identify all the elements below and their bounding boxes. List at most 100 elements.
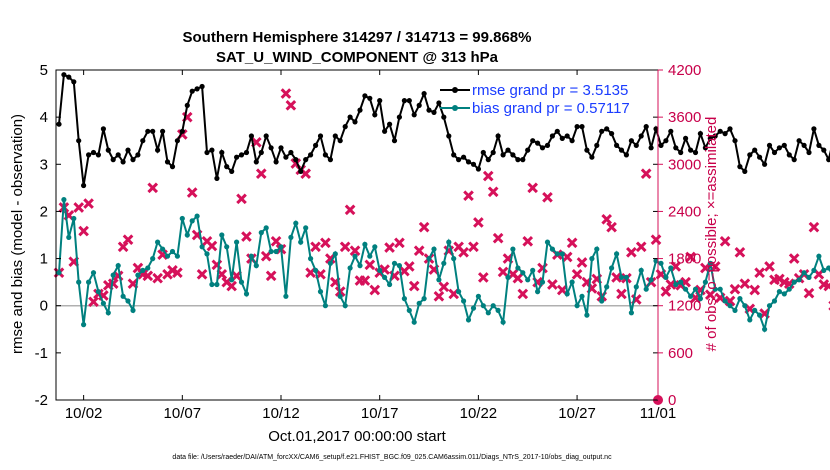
bias-point (298, 239, 304, 245)
bias-point (702, 279, 709, 285)
rmse-point (145, 128, 151, 134)
obs-assimilated-marker (265, 270, 277, 282)
bias-point (539, 279, 546, 285)
bias-point (776, 289, 783, 295)
y-tick-label: 0 (40, 298, 48, 315)
rmse-point (426, 107, 432, 113)
bias-point (100, 300, 106, 306)
obs-assimilated-marker (300, 168, 312, 180)
bias-point (544, 239, 551, 245)
rmse-point (732, 138, 738, 144)
plot-area (53, 72, 830, 405)
bias-point (441, 260, 447, 266)
bias-point (90, 270, 97, 276)
obs-assimilated-marker (719, 235, 731, 247)
bias-point (475, 293, 481, 299)
x-axis-label: Oct.01,2017 00:00:00 start (268, 428, 446, 445)
obs-assimilated-marker (448, 288, 460, 300)
rmse-point (66, 74, 72, 80)
bias-point (253, 263, 259, 269)
y-axis-label: rmse and bias (model - observation) (9, 114, 26, 354)
bias-point (322, 303, 328, 309)
rmse-point (293, 157, 299, 163)
rmse-point (781, 142, 787, 148)
rmse-point (668, 128, 674, 134)
x-tick-label: 10/22 (460, 405, 498, 422)
bias-point (663, 274, 669, 280)
obs-assimilated-marker (463, 190, 474, 202)
rmse-point (766, 142, 773, 148)
y-tick-label: 1 (40, 251, 48, 268)
rmse-point (278, 145, 284, 151)
bias-point (618, 274, 625, 280)
obs-assimilated-marker (339, 241, 351, 253)
bias-point (416, 300, 422, 306)
bias-point (204, 251, 210, 257)
rmse-point (317, 133, 324, 139)
rmse-point (115, 152, 121, 158)
rmse-point (199, 83, 205, 90)
rmse-point (283, 154, 289, 160)
rmse-point (465, 159, 472, 165)
obs-assimilated-marker (68, 256, 80, 268)
bias-point (456, 289, 462, 295)
rmse-point (811, 126, 817, 132)
rmse-point (140, 138, 146, 144)
bias-point (747, 317, 753, 323)
rmse-point (707, 135, 713, 141)
obs-assimilated-marker (344, 204, 356, 216)
rmse-point (387, 121, 393, 127)
y-tick-label: 3 (40, 156, 48, 173)
obs-assimilated-marker (670, 261, 682, 272)
bias-point (377, 267, 383, 273)
rmse-point (263, 133, 269, 139)
bias-point (258, 230, 264, 236)
bias-point (115, 263, 121, 269)
bias-point (406, 307, 412, 313)
y-right-tick-label: 3600 (668, 109, 701, 126)
rmse-point (702, 145, 709, 151)
bias-point (160, 246, 166, 252)
x-tick-label: 10/17 (361, 405, 399, 422)
bias-point (189, 218, 195, 224)
bias-point (791, 279, 797, 285)
rmse-point (599, 128, 605, 134)
rmse-point (135, 152, 141, 158)
y-right-tick-label: 3000 (668, 156, 701, 173)
bias-point (120, 293, 126, 299)
bias-point (688, 293, 694, 299)
obs-assimilated-marker (408, 280, 420, 292)
rmse-point (584, 147, 590, 153)
obs-assimilated-marker (172, 267, 183, 279)
bias-point (288, 234, 294, 240)
bias-point (599, 298, 605, 304)
x-tick-label: 10/27 (558, 405, 596, 422)
obs-assimilated-marker (709, 261, 721, 272)
bias-point (140, 267, 146, 273)
rmse-point (801, 142, 807, 148)
rmse-point (174, 138, 180, 144)
obs-assimilated-marker (561, 251, 573, 263)
rmse-point (520, 157, 526, 163)
bias-point (638, 267, 644, 273)
rmse-point (377, 98, 383, 104)
obs-assimilated-marker (749, 284, 761, 296)
bias-point (569, 279, 575, 285)
rmse-point (411, 112, 417, 118)
rmse-point (692, 149, 699, 156)
obs-assimilated-marker (601, 213, 613, 225)
bias-point (243, 291, 250, 297)
bias-point (604, 284, 610, 290)
obs-assimilated-marker (78, 225, 89, 237)
rmse-point (431, 109, 437, 115)
bias-point (737, 296, 743, 302)
bias-point (164, 253, 171, 259)
obs-assimilated-marker (729, 283, 741, 295)
obs-assimilated-marker (186, 187, 198, 198)
rmse-point (505, 147, 511, 153)
bias-point (717, 286, 723, 292)
bias-point (470, 305, 477, 311)
obs-assimilated-marker (492, 232, 504, 244)
rmse-point (56, 121, 62, 127)
rmse-point (826, 157, 830, 163)
